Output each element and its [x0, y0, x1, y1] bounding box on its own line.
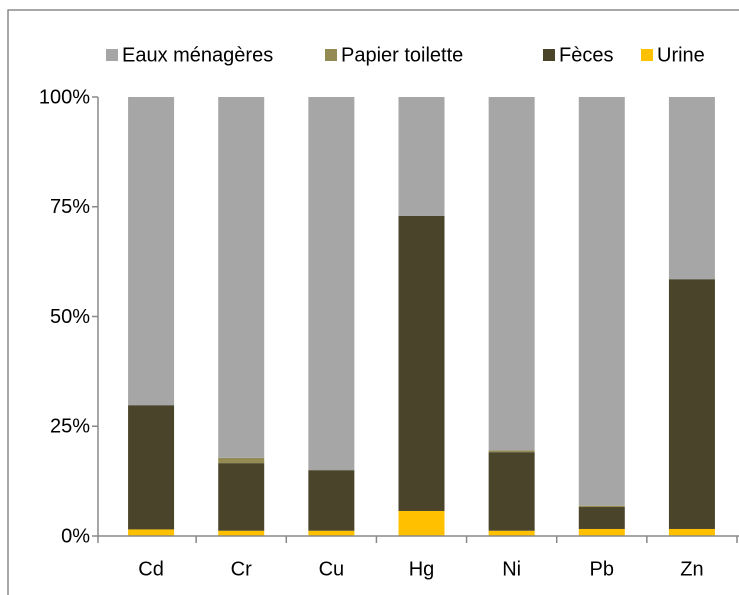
bar-segment [128, 97, 175, 406]
bar-segment [218, 457, 265, 464]
x-tick-label: Cd [138, 558, 164, 580]
bar-segment [578, 507, 625, 529]
bar-segment [128, 529, 175, 536]
y-tick-label: 50% [50, 306, 90, 328]
x-tick-label: Ni [502, 558, 521, 580]
legend-swatch [106, 49, 118, 61]
bar-segment [668, 528, 715, 536]
y-tick-label: 25% [50, 416, 90, 438]
legend-swatch [325, 49, 337, 61]
legend-label: Papier toilette [341, 44, 463, 66]
y-tick-label: 0% [61, 525, 90, 547]
bar-segment [668, 279, 715, 529]
y-tick-label: 75% [50, 196, 90, 218]
bar-segment [578, 97, 625, 506]
bar-segment [488, 97, 535, 451]
x-tick-label: Hg [409, 558, 435, 580]
legend-label: Urine [657, 44, 705, 66]
bar-segment [488, 530, 535, 536]
x-tick-label: Pb [590, 558, 614, 580]
bar-segment [398, 97, 445, 216]
bar-segment [308, 97, 355, 471]
bar-segment [488, 450, 535, 453]
bar-segment [668, 97, 715, 280]
x-tick-label: Cr [231, 558, 252, 580]
bar-segment [398, 215, 445, 511]
legend-swatch [543, 49, 555, 61]
bar-segment [488, 452, 535, 531]
legend-label: Eaux ménagères [122, 44, 273, 66]
bar-segment [398, 510, 445, 536]
bar-segment [578, 505, 625, 508]
legend-swatch [641, 49, 653, 61]
x-tick-label: Cu [319, 558, 345, 580]
bar-segment [128, 405, 175, 530]
chart-frame [7, 9, 739, 595]
x-tick-label: Zn [680, 558, 703, 580]
legend-label: Fèces [559, 44, 613, 66]
y-tick-label: 100% [39, 86, 90, 108]
bar-segment [218, 530, 265, 536]
bar-segment [218, 463, 265, 531]
bar-segment [308, 470, 355, 531]
bar-segment [578, 528, 625, 536]
bar-segment [308, 530, 355, 536]
bar-segment [218, 97, 265, 458]
